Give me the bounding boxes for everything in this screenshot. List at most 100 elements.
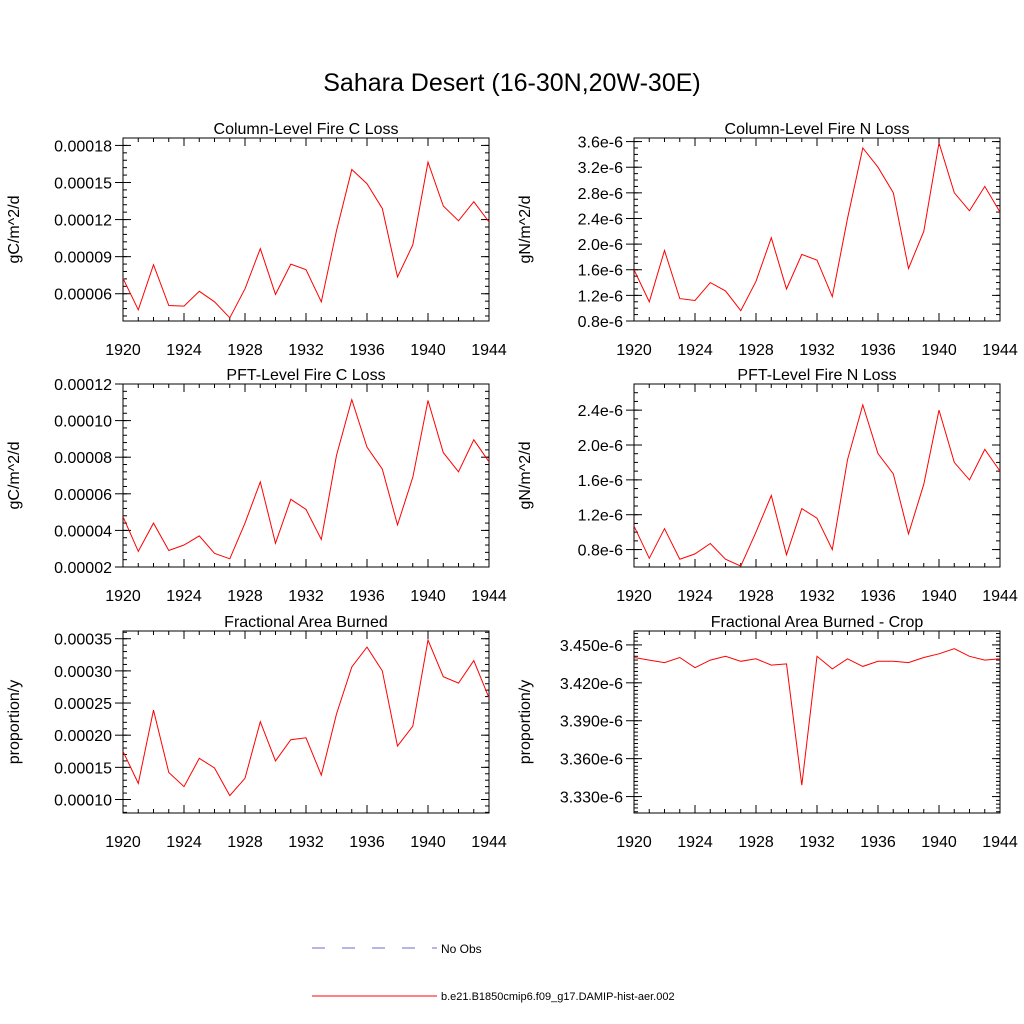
x-tick-label: 1928 (738, 588, 774, 605)
y-tick-label: 0.00012 (54, 377, 112, 394)
x-tick-label: 1924 (677, 342, 713, 359)
plot-frame (122, 383, 490, 568)
plot-frame (122, 137, 490, 322)
x-tick-label: 1940 (410, 588, 446, 605)
x-tick-label: 1944 (471, 342, 507, 359)
series-line (634, 142, 1000, 312)
series-line (634, 648, 1000, 786)
y-tick-label: 0.00008 (54, 450, 112, 467)
y-tick-label: 0.00035 (54, 632, 112, 649)
x-tick-label: 1920 (105, 342, 141, 359)
chart-panel-3: 1920 1924 1928 1932 1936 1940 1944 0.00002 0.000… (6, 367, 507, 605)
plot-frame (633, 383, 1001, 568)
y-axis-label: gN/m^2/d (517, 442, 534, 510)
x-tick-label: 1940 (921, 342, 957, 359)
y-tick-label: 0.00015 (54, 760, 112, 777)
figure-title: Sahara Desert (16-30N,20W-30E) (323, 69, 701, 97)
x-tick-label: 1932 (288, 342, 324, 359)
y-tick-label: 1.6e-6 (578, 263, 623, 280)
legend: No Obs b.e21.B1850cmip6.f09_g17.DAMIP-hi… (312, 942, 675, 1003)
x-tick-label: 1932 (799, 342, 835, 359)
y-axis-label: proportion/y (6, 680, 23, 765)
y-tick-label: 0.00030 (54, 664, 112, 681)
x-tick-label: 1940 (410, 342, 446, 359)
y-tick-label: 0.00010 (54, 414, 112, 431)
x-tick-label: 1920 (616, 342, 652, 359)
y-tick-label: 0.00012 (54, 213, 112, 230)
series-line (123, 397, 489, 560)
x-tick-label: 1928 (738, 834, 774, 851)
x-tick-label: 1936 (349, 834, 385, 851)
panel-title: Column-Level Fire C Loss (214, 121, 399, 138)
x-tick-label: 1924 (677, 834, 713, 851)
y-tick-label: 2.0e-6 (578, 237, 623, 254)
x-tick-label: 1932 (799, 588, 835, 605)
x-tick-label: 1940 (921, 834, 957, 851)
y-tick-label: 0.8e-6 (578, 314, 623, 331)
x-tick-label: 1924 (166, 834, 202, 851)
x-tick-label: 1920 (105, 834, 141, 851)
y-tick-label: 3.360e-6 (560, 752, 623, 769)
y-tick-label: 2.4e-6 (578, 403, 623, 420)
y-tick-label: 3.390e-6 (560, 714, 623, 731)
x-tick-label: 1924 (166, 588, 202, 605)
x-tick-label: 1944 (982, 588, 1018, 605)
panel-title: PFT-Level Fire N Loss (737, 367, 896, 384)
x-tick-label: 1936 (349, 342, 385, 359)
legend-model-label: b.e21.B1850cmip6.f09_g17.DAMIP-hist-aer.… (441, 991, 675, 1003)
y-tick-label: 1.6e-6 (578, 473, 623, 490)
x-tick-label: 1928 (227, 834, 263, 851)
plot-frame (122, 630, 490, 814)
x-tick-label: 1928 (227, 588, 263, 605)
chart-panels: 1920 1924 1928 1932 1936 1940 1944 0.00006 0.000… (6, 121, 1018, 851)
x-tick-label: 1924 (677, 588, 713, 605)
y-axis-label: gN/m^2/d (517, 196, 534, 264)
y-tick-label: 3.330e-6 (560, 790, 623, 807)
chart-panel-2: 1920 1924 1928 1932 1936 1940 1944 0.8e-6 1.2e-6… (517, 121, 1018, 359)
chart-panel-4: 1920 1924 1928 1932 1936 1940 1944 0.8e-6 1.2e-6… (517, 367, 1018, 605)
x-tick-label: 1944 (471, 834, 507, 851)
y-tick-label: 0.00006 (54, 287, 112, 304)
x-tick-label: 1932 (288, 834, 324, 851)
x-tick-label: 1920 (616, 588, 652, 605)
y-tick-label: 2.8e-6 (578, 186, 623, 203)
y-tick-label: 0.00010 (54, 792, 112, 809)
y-tick-label: 2.4e-6 (578, 211, 623, 228)
x-tick-label: 1924 (166, 342, 202, 359)
y-tick-label: 3.2e-6 (578, 160, 623, 177)
x-tick-label: 1928 (227, 342, 263, 359)
panel-title: Fractional Area Burned (224, 614, 388, 631)
x-tick-label: 1940 (921, 588, 957, 605)
panel-title: Fractional Area Burned - Crop (711, 614, 924, 631)
y-tick-label: 0.00002 (54, 560, 112, 577)
plot-frame (633, 137, 1001, 322)
y-tick-label: 2.0e-6 (578, 438, 623, 455)
x-tick-label: 1932 (288, 588, 324, 605)
y-tick-label: 0.00018 (54, 138, 112, 155)
y-tick-label: 3.450e-6 (560, 638, 623, 655)
y-tick-label: 0.00020 (54, 728, 112, 745)
y-tick-label: 0.8e-6 (578, 543, 623, 560)
x-tick-label: 1936 (860, 834, 896, 851)
x-tick-label: 1944 (982, 834, 1018, 851)
y-axis-label: proportion/y (517, 680, 534, 765)
x-tick-label: 1920 (616, 834, 652, 851)
legend-obs-label: No Obs (441, 942, 482, 956)
y-tick-label: 1.2e-6 (578, 288, 623, 305)
y-tick-label: 3.420e-6 (560, 676, 623, 693)
y-tick-label: 0.00004 (54, 523, 112, 540)
x-tick-label: 1936 (860, 342, 896, 359)
series-line (123, 160, 489, 319)
chart-panel-5: 1920 1924 1928 1932 1936 1940 1944 0.00010 0.000… (6, 614, 507, 851)
y-axis-label: gC/m^2/d (6, 196, 23, 264)
x-tick-label: 1936 (860, 588, 896, 605)
x-tick-label: 1936 (349, 588, 385, 605)
x-tick-label: 1944 (471, 588, 507, 605)
x-tick-label: 1920 (105, 588, 141, 605)
x-tick-label: 1928 (738, 342, 774, 359)
chart-panel-6: 1920 1924 1928 1932 1936 1940 1944 3.330e-6 3.36… (517, 614, 1018, 851)
y-tick-label: 0.00025 (54, 696, 112, 713)
chart-panel-1: 1920 1924 1928 1932 1936 1940 1944 0.00006 0.000… (6, 121, 507, 359)
y-tick-label: 3.6e-6 (578, 135, 623, 152)
